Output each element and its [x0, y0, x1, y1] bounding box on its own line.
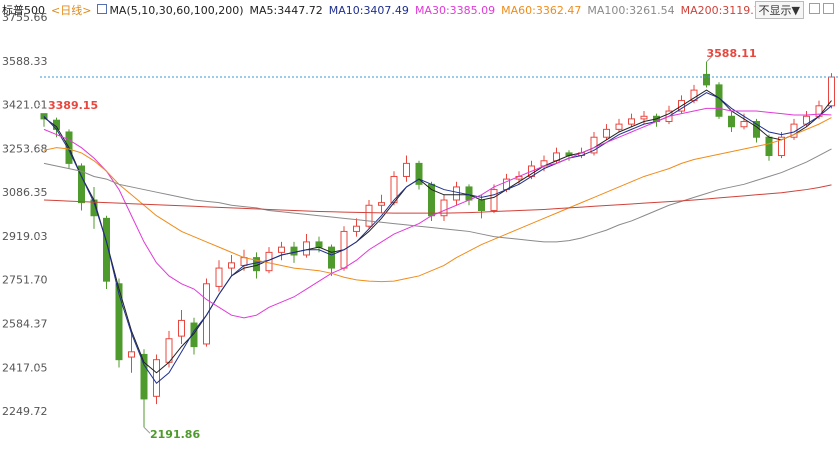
ma-line [43, 184, 832, 214]
candle-body [365, 204, 373, 227]
candle-body [228, 262, 235, 269]
candle-body [615, 123, 623, 130]
candle-body [390, 175, 398, 204]
candle-body [415, 162, 423, 185]
candle-body [78, 165, 85, 204]
legend-entry: MA200:3119.73 [680, 3, 768, 17]
toggle-button[interactable]: 不显示▼ [754, 1, 804, 19]
start-label: 3389.15 [48, 99, 98, 112]
y-tick-label: 3253.68 [2, 142, 48, 155]
ma-line [43, 148, 832, 243]
candle-body [465, 186, 473, 201]
y-tick-label: 2751.70 [2, 274, 48, 287]
period: <日线> [51, 4, 92, 17]
legend-entry: MA30:3385.09 [414, 3, 496, 17]
candle-body [378, 202, 385, 206]
candle-body [153, 359, 160, 397]
candle-body [453, 186, 460, 201]
leader [143, 426, 151, 434]
legend-entry: MA100:3261.54 [587, 3, 675, 17]
ma-line [43, 117, 832, 283]
ma-line [43, 89, 832, 374]
candle-body [203, 283, 210, 345]
candle-body [765, 136, 773, 157]
candle-body [440, 199, 448, 217]
y-tick-label: 2584.37 [2, 318, 48, 331]
candle-body [703, 73, 710, 86]
candle-body [128, 351, 135, 358]
ma-icon [97, 3, 108, 14]
candle-body [403, 162, 410, 177]
legend-entry: MA5:3447.72 [249, 3, 323, 17]
y-tick-label: 2919.03 [2, 230, 48, 243]
leader [706, 55, 713, 63]
candle-body [303, 241, 310, 256]
candle-body [240, 257, 248, 266]
candle-body [190, 322, 198, 348]
legend-entry: MA10:3407.49 [328, 3, 409, 17]
y-tick-label: 3755.66 [2, 11, 48, 24]
y-tick-label: 2249.72 [2, 405, 48, 418]
candle-body [165, 338, 173, 363]
candle-body [278, 246, 285, 253]
icon[interactable] [823, 3, 834, 14]
candle-body [478, 199, 485, 211]
candle-body [490, 189, 498, 211]
max-label: 3588.11 [707, 47, 757, 60]
candle-body [828, 76, 835, 107]
candle-body [740, 121, 748, 128]
candle-body [640, 115, 648, 120]
y-tick-label: 3588.33 [2, 55, 48, 68]
ma-group-label: MA(5,10,30,60,100,200) [109, 3, 244, 17]
ma-group: MA(5,10,30,60,100,200) [97, 3, 244, 17]
legend-entry: MA60:3362.47 [501, 3, 582, 17]
y-tick-label: 2417.05 [2, 361, 48, 374]
symbol: 标普500 [2, 4, 45, 17]
candle-body [328, 246, 335, 269]
ma-line [43, 92, 832, 384]
candle-body [315, 241, 323, 248]
candle-body [353, 225, 360, 232]
candle-body [178, 319, 185, 337]
candle-body [115, 283, 123, 361]
y-tick-label: 3421.01 [2, 99, 48, 112]
candle-body [603, 128, 610, 138]
candle-body [290, 246, 298, 256]
candle-body [103, 217, 110, 282]
candle-body [215, 267, 223, 287]
icon[interactable] [809, 3, 820, 14]
candle-body [628, 118, 635, 125]
min-label: 2191.86 [150, 428, 200, 441]
candle-body [590, 136, 598, 154]
candle-body [728, 115, 735, 128]
candle-body [778, 136, 785, 157]
header: 标普500 <日线> MA(5,10,30,60,100,200) MA5:34… [2, 2, 768, 18]
y-tick-label: 3086.35 [2, 186, 48, 199]
candle-body [140, 353, 148, 400]
